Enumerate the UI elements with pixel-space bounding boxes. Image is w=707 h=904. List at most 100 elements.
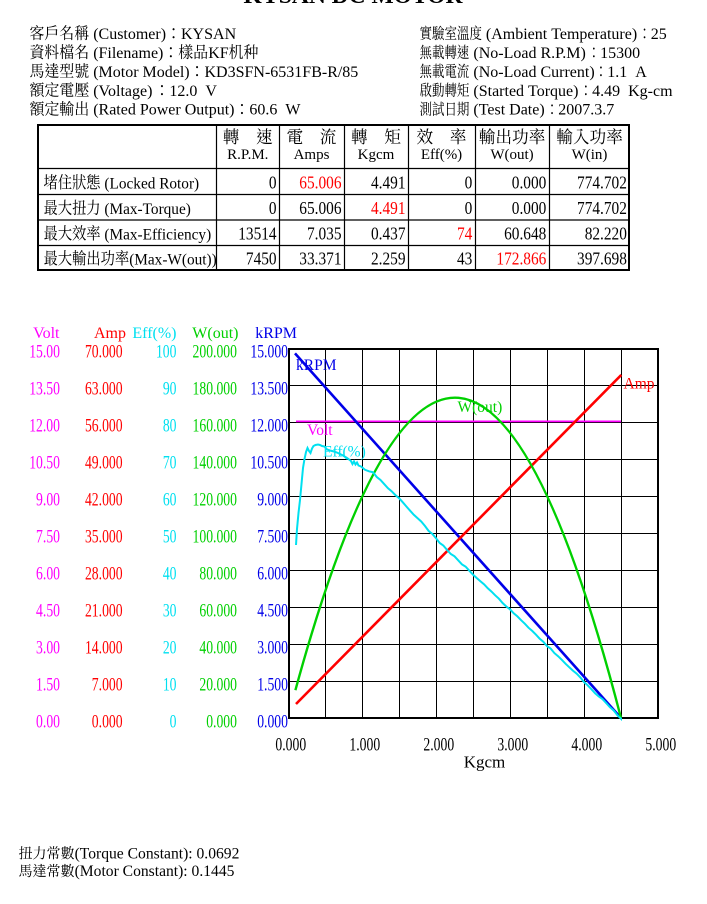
svg-text:(No-Load R.P.M): (No-Load R.P.M) xyxy=(469,45,585,62)
svg-text:10.50: 10.50 xyxy=(29,452,60,472)
svg-text:W(out): W(out) xyxy=(458,399,503,416)
svg-text:4.491: 4.491 xyxy=(371,198,406,218)
svg-text:12.000: 12.000 xyxy=(250,415,288,435)
svg-text:Amp: Amp xyxy=(624,376,655,393)
svg-text:1.50: 1.50 xyxy=(36,674,60,694)
svg-text:2.000: 2.000 xyxy=(423,734,454,754)
svg-text:7.000: 7.000 xyxy=(92,674,123,694)
svg-text:28.000: 28.000 xyxy=(85,563,123,583)
svg-text:14.000: 14.000 xyxy=(85,637,123,657)
svg-text:0: 0 xyxy=(269,172,277,192)
svg-text:74: 74 xyxy=(457,223,473,243)
svg-text:Eff(%): Eff(%) xyxy=(421,147,462,163)
svg-text:1.000: 1.000 xyxy=(349,734,380,754)
svg-text:25: 25 xyxy=(651,26,667,43)
svg-text:20: 20 xyxy=(163,637,177,657)
svg-text:(Customer): (Customer) xyxy=(89,26,166,43)
svg-text:15300: 15300 xyxy=(600,45,640,62)
svg-text:60.000: 60.000 xyxy=(199,600,237,620)
svg-text:60.6 W: 60.6 W xyxy=(249,102,301,119)
svg-text:2007.3.7: 2007.3.7 xyxy=(558,102,614,119)
svg-text:70.000: 70.000 xyxy=(85,341,123,361)
svg-text:Amp: Amp xyxy=(94,325,126,342)
svg-text:(No-Load Current): (No-Load Current) xyxy=(469,64,594,81)
svg-text:(Rated Power Output): (Rated Power Output) xyxy=(89,102,234,119)
svg-text:65.006: 65.006 xyxy=(299,198,341,218)
svg-text:4.500: 4.500 xyxy=(257,600,288,620)
svg-text:6.00: 6.00 xyxy=(36,563,60,583)
svg-text:90: 90 xyxy=(163,378,177,398)
svg-text:13.500: 13.500 xyxy=(250,378,288,398)
svg-text:Volt: Volt xyxy=(307,422,333,439)
svg-text:Eff(%): Eff(%) xyxy=(132,325,176,342)
svg-text:R.P.M.: R.P.M. xyxy=(227,147,268,163)
svg-text:0.000: 0.000 xyxy=(275,734,306,754)
svg-text:Volt: Volt xyxy=(33,325,60,342)
svg-text:KF: KF xyxy=(208,45,229,62)
svg-text:13.50: 13.50 xyxy=(29,378,60,398)
svg-text:100: 100 xyxy=(156,341,177,361)
svg-text:0.000: 0.000 xyxy=(206,711,237,731)
svg-text:Amps: Amps xyxy=(294,147,330,163)
svg-text:0.437: 0.437 xyxy=(371,223,406,243)
svg-text:40.000: 40.000 xyxy=(199,637,237,657)
svg-text:15.00: 15.00 xyxy=(29,341,60,361)
svg-text:Eff(%): Eff(%) xyxy=(323,444,366,461)
svg-text:60.648: 60.648 xyxy=(504,223,546,243)
svg-text:10.500: 10.500 xyxy=(250,452,288,472)
svg-text:60: 60 xyxy=(163,489,177,509)
svg-text:50: 50 xyxy=(163,526,177,546)
svg-text:40: 40 xyxy=(163,563,177,583)
svg-text:(Filename): (Filename) xyxy=(89,45,163,62)
svg-text:W(out): W(out) xyxy=(192,325,238,342)
svg-text:9.000: 9.000 xyxy=(257,489,288,509)
svg-text:43: 43 xyxy=(457,248,472,268)
svg-text:3.000: 3.000 xyxy=(257,637,288,657)
svg-text:5.000: 5.000 xyxy=(645,734,676,754)
svg-text:15.000: 15.000 xyxy=(250,341,288,361)
svg-text:10: 10 xyxy=(163,674,177,694)
svg-text:KYSAN DC MOTOR: KYSAN DC MOTOR xyxy=(244,0,464,9)
svg-text:100.000: 100.000 xyxy=(193,526,237,546)
svg-text:0.000: 0.000 xyxy=(257,711,288,731)
svg-text:W(out): W(out) xyxy=(490,147,533,163)
svg-text:kRPM: kRPM xyxy=(296,357,337,374)
svg-text:4.50: 4.50 xyxy=(36,600,60,620)
svg-text:172.866: 172.866 xyxy=(496,248,546,268)
svg-text:(Ambient Temperature): (Ambient Temperature) xyxy=(482,26,637,43)
svg-text:3.000: 3.000 xyxy=(497,734,528,754)
svg-text:3.00: 3.00 xyxy=(36,637,60,657)
svg-text:1.500: 1.500 xyxy=(257,674,288,694)
svg-text:(Voltage): (Voltage) xyxy=(89,83,152,100)
svg-text:774.702: 774.702 xyxy=(577,198,627,218)
svg-text:4.49 Kg-cm: 4.49 Kg-cm xyxy=(592,83,673,100)
svg-text:1.1 A: 1.1 A xyxy=(607,64,647,81)
svg-text:0: 0 xyxy=(465,198,473,218)
svg-text:13514: 13514 xyxy=(238,223,277,243)
svg-text:(Torque Constant): 0.0692: (Torque Constant): 0.0692 xyxy=(75,845,240,862)
svg-text:82.220: 82.220 xyxy=(585,223,627,243)
svg-text:0.00: 0.00 xyxy=(36,711,60,731)
svg-text:30: 30 xyxy=(163,600,177,620)
svg-text:KYSAN: KYSAN xyxy=(181,26,237,43)
svg-text:2.259: 2.259 xyxy=(371,248,406,268)
svg-text:63.000: 63.000 xyxy=(85,378,123,398)
svg-text:(Max-Torque): (Max-Torque) xyxy=(101,201,191,218)
svg-text:Kgcm: Kgcm xyxy=(464,753,506,772)
svg-text:49.000: 49.000 xyxy=(85,452,123,472)
svg-text:(Motor Constant): 0.1445: (Motor Constant): 0.1445 xyxy=(75,863,235,880)
svg-text:7450: 7450 xyxy=(246,248,277,268)
svg-text:(Started Torque): (Started Torque) xyxy=(469,83,578,100)
svg-text:7.50: 7.50 xyxy=(36,526,60,546)
svg-text:Kgcm: Kgcm xyxy=(358,147,395,163)
svg-text:200.000: 200.000 xyxy=(193,341,237,361)
svg-text:(Locked Rotor): (Locked Rotor) xyxy=(101,175,200,192)
svg-text:9.00: 9.00 xyxy=(36,489,60,509)
svg-text:21.000: 21.000 xyxy=(85,600,123,620)
svg-text:12.00: 12.00 xyxy=(29,415,60,435)
svg-text:0: 0 xyxy=(170,711,177,731)
svg-text:0.000: 0.000 xyxy=(512,198,547,218)
svg-text:kRPM: kRPM xyxy=(255,325,297,342)
svg-text:0.000: 0.000 xyxy=(92,711,123,731)
svg-text:7.500: 7.500 xyxy=(257,526,288,546)
